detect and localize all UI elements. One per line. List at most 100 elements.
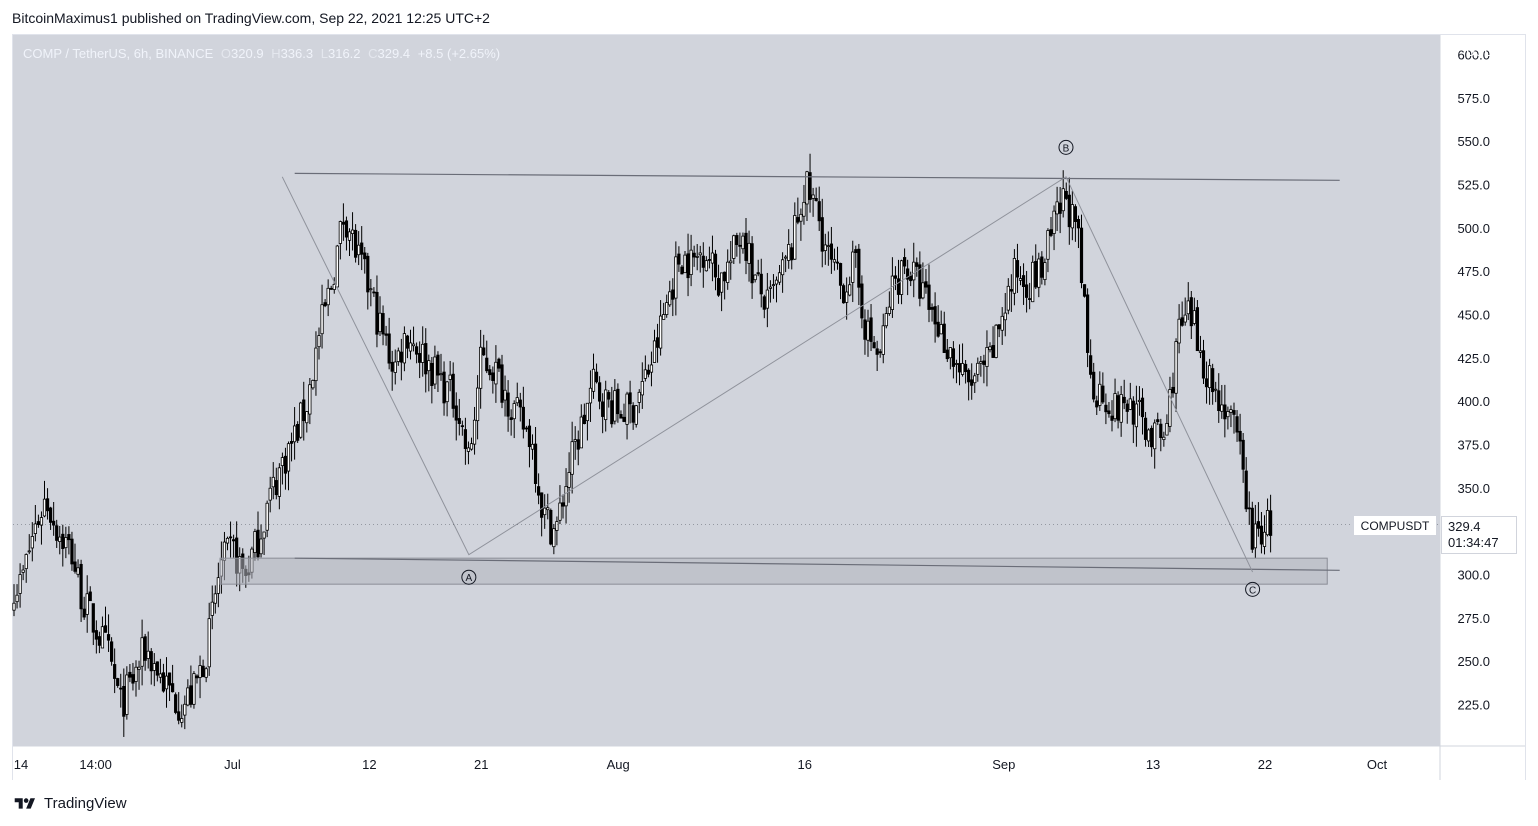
candle-body: [1092, 371, 1096, 400]
candle-body: [652, 340, 657, 363]
candle-body: [655, 337, 660, 348]
candle-body: [710, 252, 715, 264]
candle-body: [1116, 395, 1120, 421]
candle-body: [860, 283, 864, 319]
candle-body: [475, 387, 480, 422]
candle-body: [1156, 419, 1160, 423]
candle-body: [110, 641, 114, 662]
legend-symbol[interactable]: COMP / TetherUS, 6h, BINANCE: [23, 46, 214, 61]
candle-body: [1159, 423, 1163, 438]
candle-body: [1067, 194, 1071, 228]
candle-body: [866, 320, 870, 341]
candle-body: [1098, 383, 1102, 406]
candle-body: [683, 254, 687, 274]
candle-body: [131, 674, 135, 684]
candle-body: [58, 536, 62, 542]
candle-body: [216, 577, 220, 594]
candle-body: [158, 673, 162, 678]
candle-body: [164, 675, 169, 690]
candle-body: [1018, 278, 1023, 281]
candle-body: [567, 472, 571, 488]
candle-body: [768, 286, 773, 289]
candle-body: [960, 363, 965, 375]
candle-body: [405, 335, 410, 349]
candle-body: [113, 664, 117, 679]
candle-body: [225, 537, 230, 544]
candle-body: [1250, 507, 1254, 550]
y-tick-label: 550.0: [1457, 134, 1490, 149]
price-axis-area: [1440, 35, 1525, 746]
candle-body: [195, 675, 199, 679]
candle-body: [994, 324, 998, 358]
candle-body: [1208, 365, 1212, 389]
candle-body: [1153, 422, 1157, 450]
candle-body: [631, 405, 635, 423]
candle-body: [1025, 284, 1029, 298]
candle-body: [366, 255, 370, 293]
support-trendline: [294, 557, 1340, 571]
candle-body: [292, 425, 297, 443]
candle-body: [643, 369, 647, 379]
candle-body: [320, 304, 324, 335]
candle-body: [924, 281, 928, 288]
candle-body: [155, 661, 159, 676]
candle-body: [387, 333, 391, 364]
candle-body: [73, 561, 77, 572]
price-axis-unit: USDT: [1466, 44, 1502, 59]
y-tick-label: 350.0: [1457, 481, 1490, 496]
candle-body: [591, 368, 596, 392]
candle-body: [329, 287, 333, 290]
candle-body: [509, 417, 513, 421]
candle-body: [964, 363, 968, 373]
candle-body: [369, 288, 373, 291]
candle-body: [421, 343, 425, 363]
tradingview-logo[interactable]: TradingView: [12, 795, 127, 812]
candle-body: [335, 245, 339, 288]
candle-body: [741, 235, 745, 250]
candle-body: [180, 718, 184, 723]
candle-body: [970, 379, 974, 386]
candle-body: [622, 416, 626, 422]
candle-body: [665, 302, 669, 315]
y-tick-label: 375.0: [1457, 438, 1490, 453]
candle-body: [27, 550, 31, 553]
candle-body: [1122, 396, 1126, 404]
candle-body: [192, 673, 196, 705]
candle-body: [698, 252, 702, 256]
candle-body: [835, 261, 840, 264]
candle-body: [393, 361, 397, 373]
candle-body: [1256, 521, 1260, 529]
candle-body: [890, 275, 895, 310]
candle-body: [488, 369, 492, 376]
candle-body: [442, 371, 446, 404]
candle-body: [268, 487, 272, 501]
candle-body: [982, 360, 986, 365]
candle-body: [729, 260, 733, 264]
candle-body: [918, 264, 922, 299]
candle-body: [106, 634, 111, 641]
candle-body: [692, 252, 696, 258]
candle-body: [472, 419, 477, 445]
candle-body: [1058, 202, 1062, 214]
symbol-tag: COMPUSDT: [1353, 515, 1437, 536]
candle-body: [482, 347, 486, 356]
candle-body: [579, 416, 583, 449]
candle-body: [201, 665, 205, 678]
candle-body: [659, 315, 663, 349]
candle-body: [967, 369, 971, 383]
published-line: BitcoinMaximus1 published on TradingView…: [12, 10, 490, 26]
candle-body: [793, 215, 797, 260]
candle-body: [1043, 262, 1047, 281]
candle-body: [411, 343, 416, 347]
candle-body: [228, 536, 233, 539]
candle-body: [137, 666, 141, 670]
candle-body: [604, 389, 608, 421]
candle-body: [561, 502, 565, 507]
candle-body: [1147, 429, 1151, 442]
candle-body: [506, 392, 510, 417]
candle-body: [189, 685, 193, 705]
candle-body: [1177, 318, 1181, 344]
candle-body: [817, 201, 821, 222]
legend-close: 329.4: [377, 46, 411, 61]
